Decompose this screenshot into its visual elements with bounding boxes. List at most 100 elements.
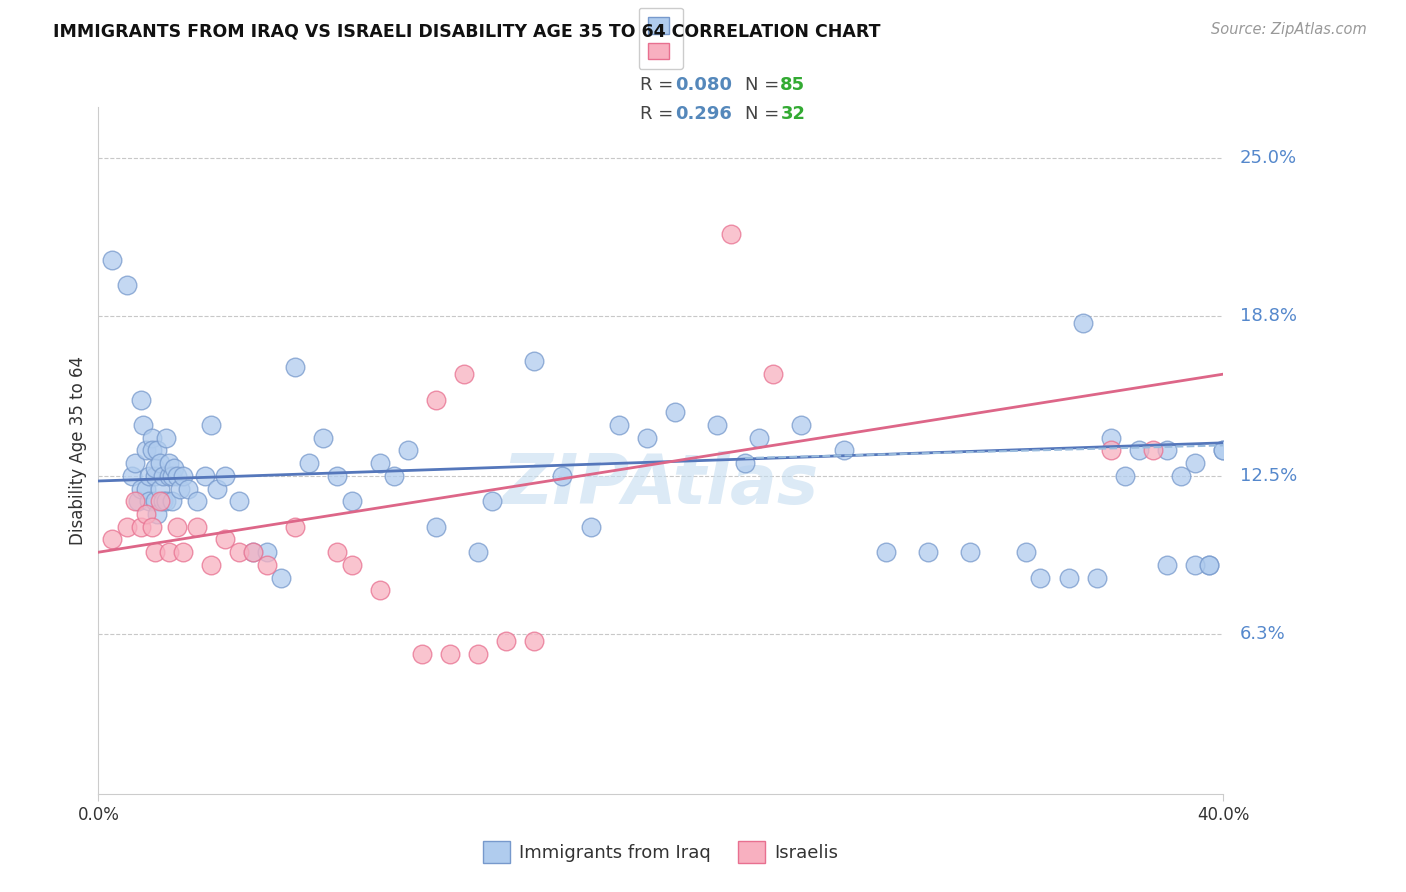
Point — [523, 634, 546, 648]
Point — [340, 558, 363, 572]
Point — [101, 252, 124, 267]
Point — [270, 571, 292, 585]
Point — [832, 443, 855, 458]
Point — [256, 545, 278, 559]
Text: 32: 32 — [780, 105, 806, 123]
Point — [135, 507, 157, 521]
Point — [1156, 558, 1178, 572]
Point — [425, 520, 447, 534]
Point — [186, 494, 208, 508]
Point — [467, 647, 489, 661]
Point — [115, 520, 138, 534]
Point — [1099, 431, 1122, 445]
Point — [242, 545, 264, 559]
Point — [143, 461, 166, 475]
Point — [200, 417, 222, 432]
Text: ZIPAtlas: ZIPAtlas — [503, 451, 818, 518]
Point — [579, 520, 602, 534]
Point — [368, 456, 391, 470]
Point — [1170, 469, 1192, 483]
Point — [959, 545, 981, 559]
Point — [146, 443, 169, 458]
Point — [172, 469, 194, 483]
Point — [160, 494, 183, 508]
Point — [312, 431, 335, 445]
Point — [425, 392, 447, 407]
Point — [205, 482, 228, 496]
Point — [495, 634, 517, 648]
Point — [748, 431, 770, 445]
Point — [1212, 443, 1234, 458]
Point — [143, 494, 166, 508]
Text: N =: N = — [745, 76, 785, 94]
Text: 18.8%: 18.8% — [1240, 307, 1298, 325]
Point — [115, 278, 138, 293]
Text: Source: ZipAtlas.com: Source: ZipAtlas.com — [1211, 22, 1367, 37]
Point — [129, 392, 152, 407]
Y-axis label: Disability Age 35 to 64: Disability Age 35 to 64 — [69, 356, 87, 545]
Point — [186, 520, 208, 534]
Point — [214, 469, 236, 483]
Text: 0.296: 0.296 — [675, 105, 731, 123]
Point — [1184, 456, 1206, 470]
Point — [160, 469, 183, 483]
Point — [1015, 545, 1038, 559]
Point — [132, 417, 155, 432]
Point — [129, 520, 152, 534]
Point — [368, 583, 391, 598]
Point — [1142, 443, 1164, 458]
Point — [152, 469, 174, 483]
Point — [138, 469, 160, 483]
Point — [1128, 443, 1150, 458]
Point — [790, 417, 813, 432]
Point — [256, 558, 278, 572]
Point — [1085, 571, 1108, 585]
Point — [135, 443, 157, 458]
Point — [228, 545, 250, 559]
Point — [326, 469, 349, 483]
Point — [875, 545, 897, 559]
Point — [149, 456, 172, 470]
Point — [481, 494, 503, 508]
Point — [1156, 443, 1178, 458]
Text: R =: R = — [640, 76, 679, 94]
Point — [141, 443, 163, 458]
Point — [1071, 316, 1094, 330]
Point — [551, 469, 574, 483]
Text: N =: N = — [745, 105, 785, 123]
Point — [706, 417, 728, 432]
Point — [200, 558, 222, 572]
Point — [298, 456, 321, 470]
Point — [467, 545, 489, 559]
Point — [1198, 558, 1220, 572]
Text: 6.3%: 6.3% — [1240, 624, 1286, 642]
Point — [607, 417, 630, 432]
Point — [157, 456, 180, 470]
Point — [1099, 443, 1122, 458]
Point — [166, 520, 188, 534]
Point — [141, 520, 163, 534]
Text: R =: R = — [640, 105, 679, 123]
Point — [157, 545, 180, 559]
Point — [146, 507, 169, 521]
Point — [129, 482, 152, 496]
Point — [734, 456, 756, 470]
Point — [155, 494, 177, 508]
Point — [143, 545, 166, 559]
Point — [169, 482, 191, 496]
Text: 0.080: 0.080 — [675, 76, 733, 94]
Point — [101, 533, 124, 547]
Point — [1057, 571, 1080, 585]
Point — [917, 545, 939, 559]
Point — [166, 469, 188, 483]
Point — [228, 494, 250, 508]
Point — [411, 647, 433, 661]
Point — [155, 431, 177, 445]
Point — [124, 456, 146, 470]
Point — [177, 482, 200, 496]
Point — [194, 469, 217, 483]
Text: 25.0%: 25.0% — [1240, 149, 1298, 167]
Point — [720, 227, 742, 242]
Point — [396, 443, 419, 458]
Text: IMMIGRANTS FROM IRAQ VS ISRAELI DISABILITY AGE 35 TO 64 CORRELATION CHART: IMMIGRANTS FROM IRAQ VS ISRAELI DISABILI… — [53, 22, 882, 40]
